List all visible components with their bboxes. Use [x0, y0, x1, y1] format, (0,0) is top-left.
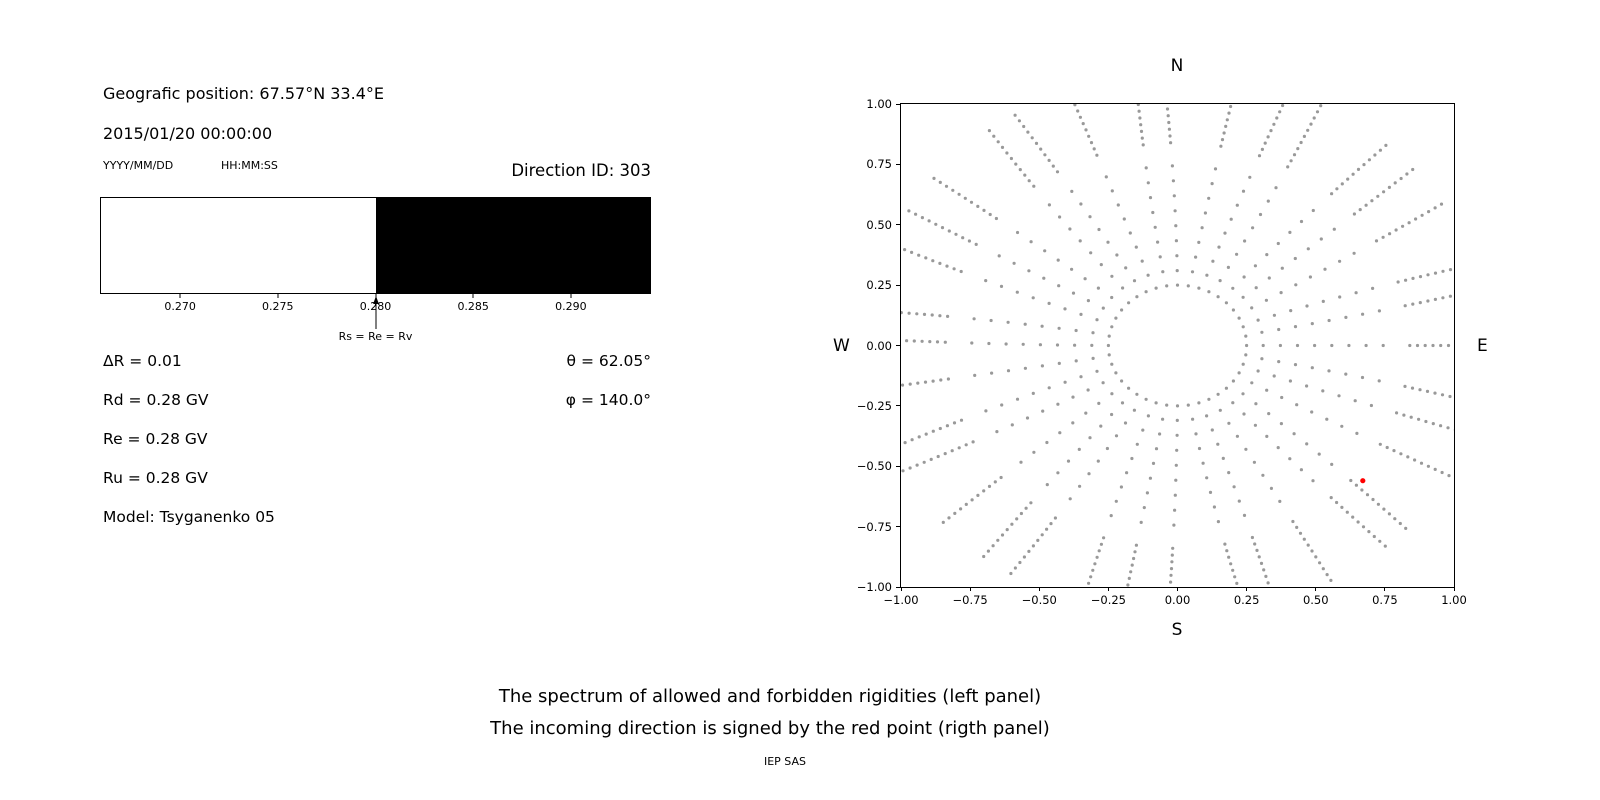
boundary-arrow	[371, 296, 380, 329]
forbidden-region	[375, 198, 650, 293]
plot-x-tick-label: −0.50	[1021, 593, 1057, 607]
compass-south-label: S	[1171, 620, 1183, 640]
spectrum-chart	[100, 197, 651, 294]
spectrum-x-tick-label: 0.290	[555, 300, 587, 313]
caption-line-2: The incoming direction is signed by the …	[490, 718, 1050, 739]
spectrum-x-tick-mark	[277, 294, 279, 298]
param-theta: θ = 62.05°	[566, 352, 651, 370]
plot-y-tick-mark	[896, 163, 900, 165]
spectrum-x-tick-mark	[472, 294, 474, 298]
direction-id-text: Direction ID: 303	[511, 161, 651, 180]
plot-y-tick-mark	[896, 345, 900, 346]
caption-line-1: The spectrum of allowed and forbidden ri…	[498, 686, 1042, 707]
plot-x-tick-mark	[900, 587, 902, 591]
spectrum-x-tick-label: 0.275	[262, 300, 294, 313]
time-format-label: HH:MM:SS	[221, 159, 278, 172]
spectrum-x-tick-label: 0.270	[164, 300, 196, 313]
plot-x-tick-label: 0.00	[1164, 593, 1191, 607]
direction-scatter-svg	[901, 104, 1454, 587]
spectrum-panel: 0.270 0.275 0.280 0.285 0.290 Rs = Re = Rv	[100, 197, 651, 362]
plot-y-tick-label: −0.25	[856, 398, 892, 413]
plot-y-tick-label: 0.00	[866, 338, 892, 353]
plot-y-tick-mark	[896, 586, 900, 588]
plot-y-tick-label: −1.00	[856, 580, 892, 594]
spectrum-x-tick-label: 0.285	[457, 300, 489, 313]
plot-x-tick-label: −0.75	[952, 593, 988, 607]
date-format-label: YYYY/MM/DD	[103, 159, 174, 172]
plot-x-tick-label: 0.75	[1372, 593, 1398, 607]
param-re: Re = 0.28 GV	[103, 430, 208, 448]
up-arrow-icon	[372, 296, 379, 329]
plot-y-tick-mark	[896, 224, 900, 226]
plot-x-tick-mark	[1177, 587, 1178, 591]
plot-x-tick-mark	[1246, 587, 1248, 591]
boundary-arrow-label: Rs = Re = Rv	[338, 330, 413, 343]
param-model: Model: Tsyganenko 05	[103, 508, 275, 526]
plot-y-tick-mark	[896, 405, 900, 407]
plot-y-tick-mark	[896, 526, 900, 528]
plot-y-tick-mark	[896, 465, 900, 467]
plot-x-tick-mark	[1453, 587, 1455, 591]
plot-y-tick-label: 1.00	[866, 97, 892, 111]
plot-x-tick-mark	[1384, 587, 1386, 591]
plot-x-tick-mark	[1107, 587, 1109, 591]
param-phi: φ = 140.0°	[565, 391, 651, 409]
plot-x-tick-mark	[1315, 587, 1317, 591]
compass-west-label: W	[833, 336, 850, 356]
plot-x-tick-label: 0.25	[1233, 593, 1260, 607]
allowed-region	[101, 198, 376, 293]
plot-y-tick-label: −0.50	[856, 459, 892, 474]
plot-y-tick-label: 0.25	[866, 278, 892, 293]
param-rd: Rd = 0.28 GV	[103, 391, 209, 409]
plot-y-tick-label: −0.75	[856, 519, 892, 534]
geo-position-text: Geografic position: 67.57°N 33.4°E	[103, 84, 384, 103]
plot-y-tick-mark	[896, 284, 900, 286]
spectrum-x-tick-mark	[179, 294, 181, 298]
datetime-text: 2015/01/20 00:00:00	[103, 124, 273, 143]
plot-x-tick-mark	[969, 587, 971, 591]
spectrum-x-tick-mark	[570, 294, 572, 298]
plot-y-tick-label: 0.75	[866, 157, 892, 172]
plot-x-tick-label: −0.25	[1090, 593, 1126, 607]
plot-x-tick-label: 0.50	[1302, 593, 1329, 607]
compass-east-label: E	[1477, 336, 1488, 356]
plot-x-tick-label: −1.00	[883, 593, 919, 607]
direction-plot-box: −1.00 −0.75 −0.50 −0.25 0.00 0.25 0.50 0.75 1.00…	[857, 97, 1467, 607]
plot-x-tick-mark	[1038, 587, 1040, 591]
plot-x-tick-label: 1.00	[1441, 593, 1467, 607]
plot-y-tick-label: 0.50	[866, 217, 892, 232]
plot-y-tick-mark	[896, 103, 900, 105]
compass-north-label: N	[1170, 56, 1184, 76]
param-ru: Ru = 0.28 GV	[103, 469, 208, 487]
credit-text: IEP SAS	[763, 755, 807, 768]
param-delta-r: ΔR = 0.01	[103, 352, 182, 370]
